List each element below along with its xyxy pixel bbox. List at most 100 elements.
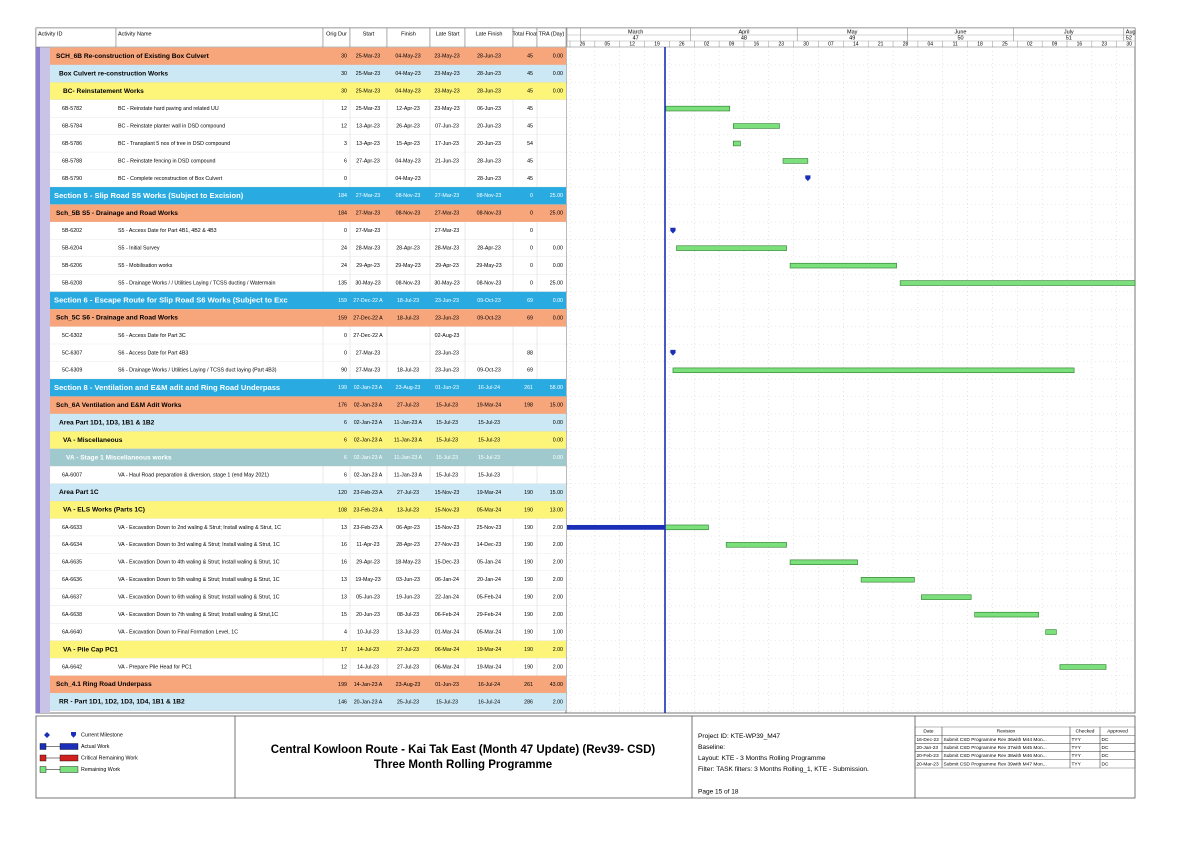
band-row [50, 204, 566, 222]
revision-text: Date [923, 729, 933, 735]
cell-late-finish: 05-Feb-24 [477, 595, 501, 601]
band-row [50, 187, 566, 205]
cell-tra: 0.00 [553, 263, 563, 269]
revision-text: Submit CSD Programme Rev 39with M47 Mon.… [944, 761, 1047, 767]
cell-dur: 30 [341, 54, 347, 60]
cell-late-start: 15-Jul-23 [436, 403, 458, 409]
band-row [50, 448, 566, 467]
cell-late-finish: 09-Oct-23 [477, 298, 501, 304]
month-number: 50 [957, 35, 963, 41]
cell-late-finish: 28-Jun-23 [477, 176, 501, 182]
cell-start: 23-Feb-23 A [353, 525, 383, 531]
cell-late-finish: 19-Mar-24 [477, 403, 501, 409]
cell-start: 20-Jun-23 [356, 612, 380, 618]
week-label: 12 [629, 42, 635, 48]
cell-tra: 2.00 [553, 699, 563, 705]
cell-start: 29-Apr-23 [356, 560, 380, 566]
cell-late-finish: 15-Jul-23 [478, 420, 500, 426]
cell-float: 45 [527, 123, 533, 129]
cell-late-finish: 28-Jun-23 [477, 54, 501, 60]
cell-start: 02-Jan-23 A [354, 438, 383, 444]
cell-dur: 159 [338, 298, 347, 304]
revision-text: Approved [1107, 729, 1128, 735]
remaining-bar [664, 524, 709, 531]
cell-finish: 28-Apr-23 [396, 246, 420, 252]
cell-start: 11-Apr-23 [356, 542, 379, 548]
cell-late-start: 15-Jul-23 [436, 472, 458, 478]
week-label: 14 [853, 42, 859, 48]
cell-dur: 199 [338, 682, 347, 688]
cell-dur: 176 [338, 403, 347, 409]
cell-dur: 184 [338, 211, 347, 217]
activity-row [50, 152, 566, 170]
cell-dur: 6 [344, 438, 347, 444]
activity-id: 6A-6633 [62, 525, 82, 531]
cell-late-finish: 06-Jun-23 [477, 106, 501, 112]
cell-finish: 19-Jun-23 [396, 595, 420, 601]
cell-late-finish: 28-Jun-23 [477, 158, 501, 164]
cell-float: 190 [524, 612, 533, 618]
cell-dur: 16 [341, 542, 347, 548]
cell-finish: 29-May-23 [395, 263, 420, 269]
cell-late-start: 15-Nov-23 [435, 525, 460, 531]
project-info: Layout: KTE - 3 Months Rolling Programme [698, 755, 826, 762]
cell-finish: 11-Jan-23 A [394, 472, 423, 478]
revision-text: 16-Dec-22 [917, 737, 940, 743]
legend-label: Current Milestone [81, 732, 123, 738]
activity-id: 6B-5782 [62, 106, 82, 112]
activity-row [50, 361, 566, 380]
activity-row [50, 623, 566, 641]
cell-finish: 04-May-23 [395, 71, 420, 77]
cell-float: 190 [524, 629, 533, 635]
cell-late-start: 15-Jul-23 [436, 420, 458, 426]
band-name: RR - Part 1D1, 1D2, 1D3, 1D4, 1B1 & 1B2 [59, 699, 185, 706]
remaining-bar [789, 559, 858, 565]
cell-start: 13-Apr-23 [356, 141, 380, 147]
activity-name: VA - Haul Road preparation & diversion, … [118, 472, 269, 478]
actual-bar [567, 524, 665, 530]
cell-finish: 08-Nov-23 [396, 280, 421, 286]
project-info: Project ID: KTE-WP39_M47 [698, 733, 780, 740]
remaining-bar [782, 158, 809, 164]
cell-dur: 146 [338, 699, 347, 705]
cell-start: 27-Dec-22 A [353, 298, 383, 304]
cell-start: 05-Jun-23 [356, 595, 380, 601]
week-label: 28 [903, 42, 909, 48]
column-header-label: Late Start [436, 31, 460, 37]
page-number: Page 15 of 18 [698, 789, 739, 796]
revision-text: Checked [1076, 729, 1095, 735]
activity-id: 5C-6307 [62, 350, 82, 356]
activity-name: VA - Excavation Down to 2nd waling & Str… [118, 525, 281, 531]
remaining-bar [1059, 664, 1107, 670]
band-row [50, 675, 566, 694]
cell-late-finish: 08-Nov-23 [477, 211, 502, 217]
remaining-bar [725, 542, 787, 548]
cell-late-finish: 05-Jan-24 [477, 560, 501, 566]
band-row [50, 379, 566, 397]
activity-row [50, 344, 566, 362]
cell-tra: 58.00 [550, 385, 563, 391]
legend-symbol [44, 732, 50, 738]
activity-name: BC - Transplant 5 nos of tree in DSD com… [118, 141, 230, 147]
cell-late-finish: 28-Jun-23 [477, 71, 501, 77]
band-name: Sch_5B S5 - Drainage and Road Works [56, 210, 178, 217]
activity-row [50, 274, 566, 292]
activity-name: BC - Reinstate planter wall in DSD compo… [118, 123, 225, 129]
week-label: 07 [828, 42, 834, 48]
cell-start: 14-Jul-23 [357, 647, 379, 653]
cell-late-start: 06-Feb-24 [435, 612, 459, 618]
revision-text: Submit CSD Programme Rev 37with M45 Mon.… [944, 745, 1047, 751]
cell-tra: 0.00 [553, 420, 563, 426]
activity-name: VA - Excavation Down to 5th waling & Str… [118, 577, 280, 583]
cell-float: 261 [524, 385, 533, 391]
activity-name: VA - Excavation Down to 7th waling & Str… [118, 612, 278, 618]
activity-id: 6B-5786 [62, 141, 82, 147]
cell-finish: 08-Jul-23 [397, 612, 419, 618]
activity-row [50, 536, 566, 554]
activity-id: 6B-5788 [62, 158, 82, 164]
cell-float: 69 [527, 368, 533, 374]
month-label: April [738, 29, 749, 35]
activity-id: 6A-6640 [62, 629, 82, 635]
cell-float: 45 [527, 106, 533, 112]
